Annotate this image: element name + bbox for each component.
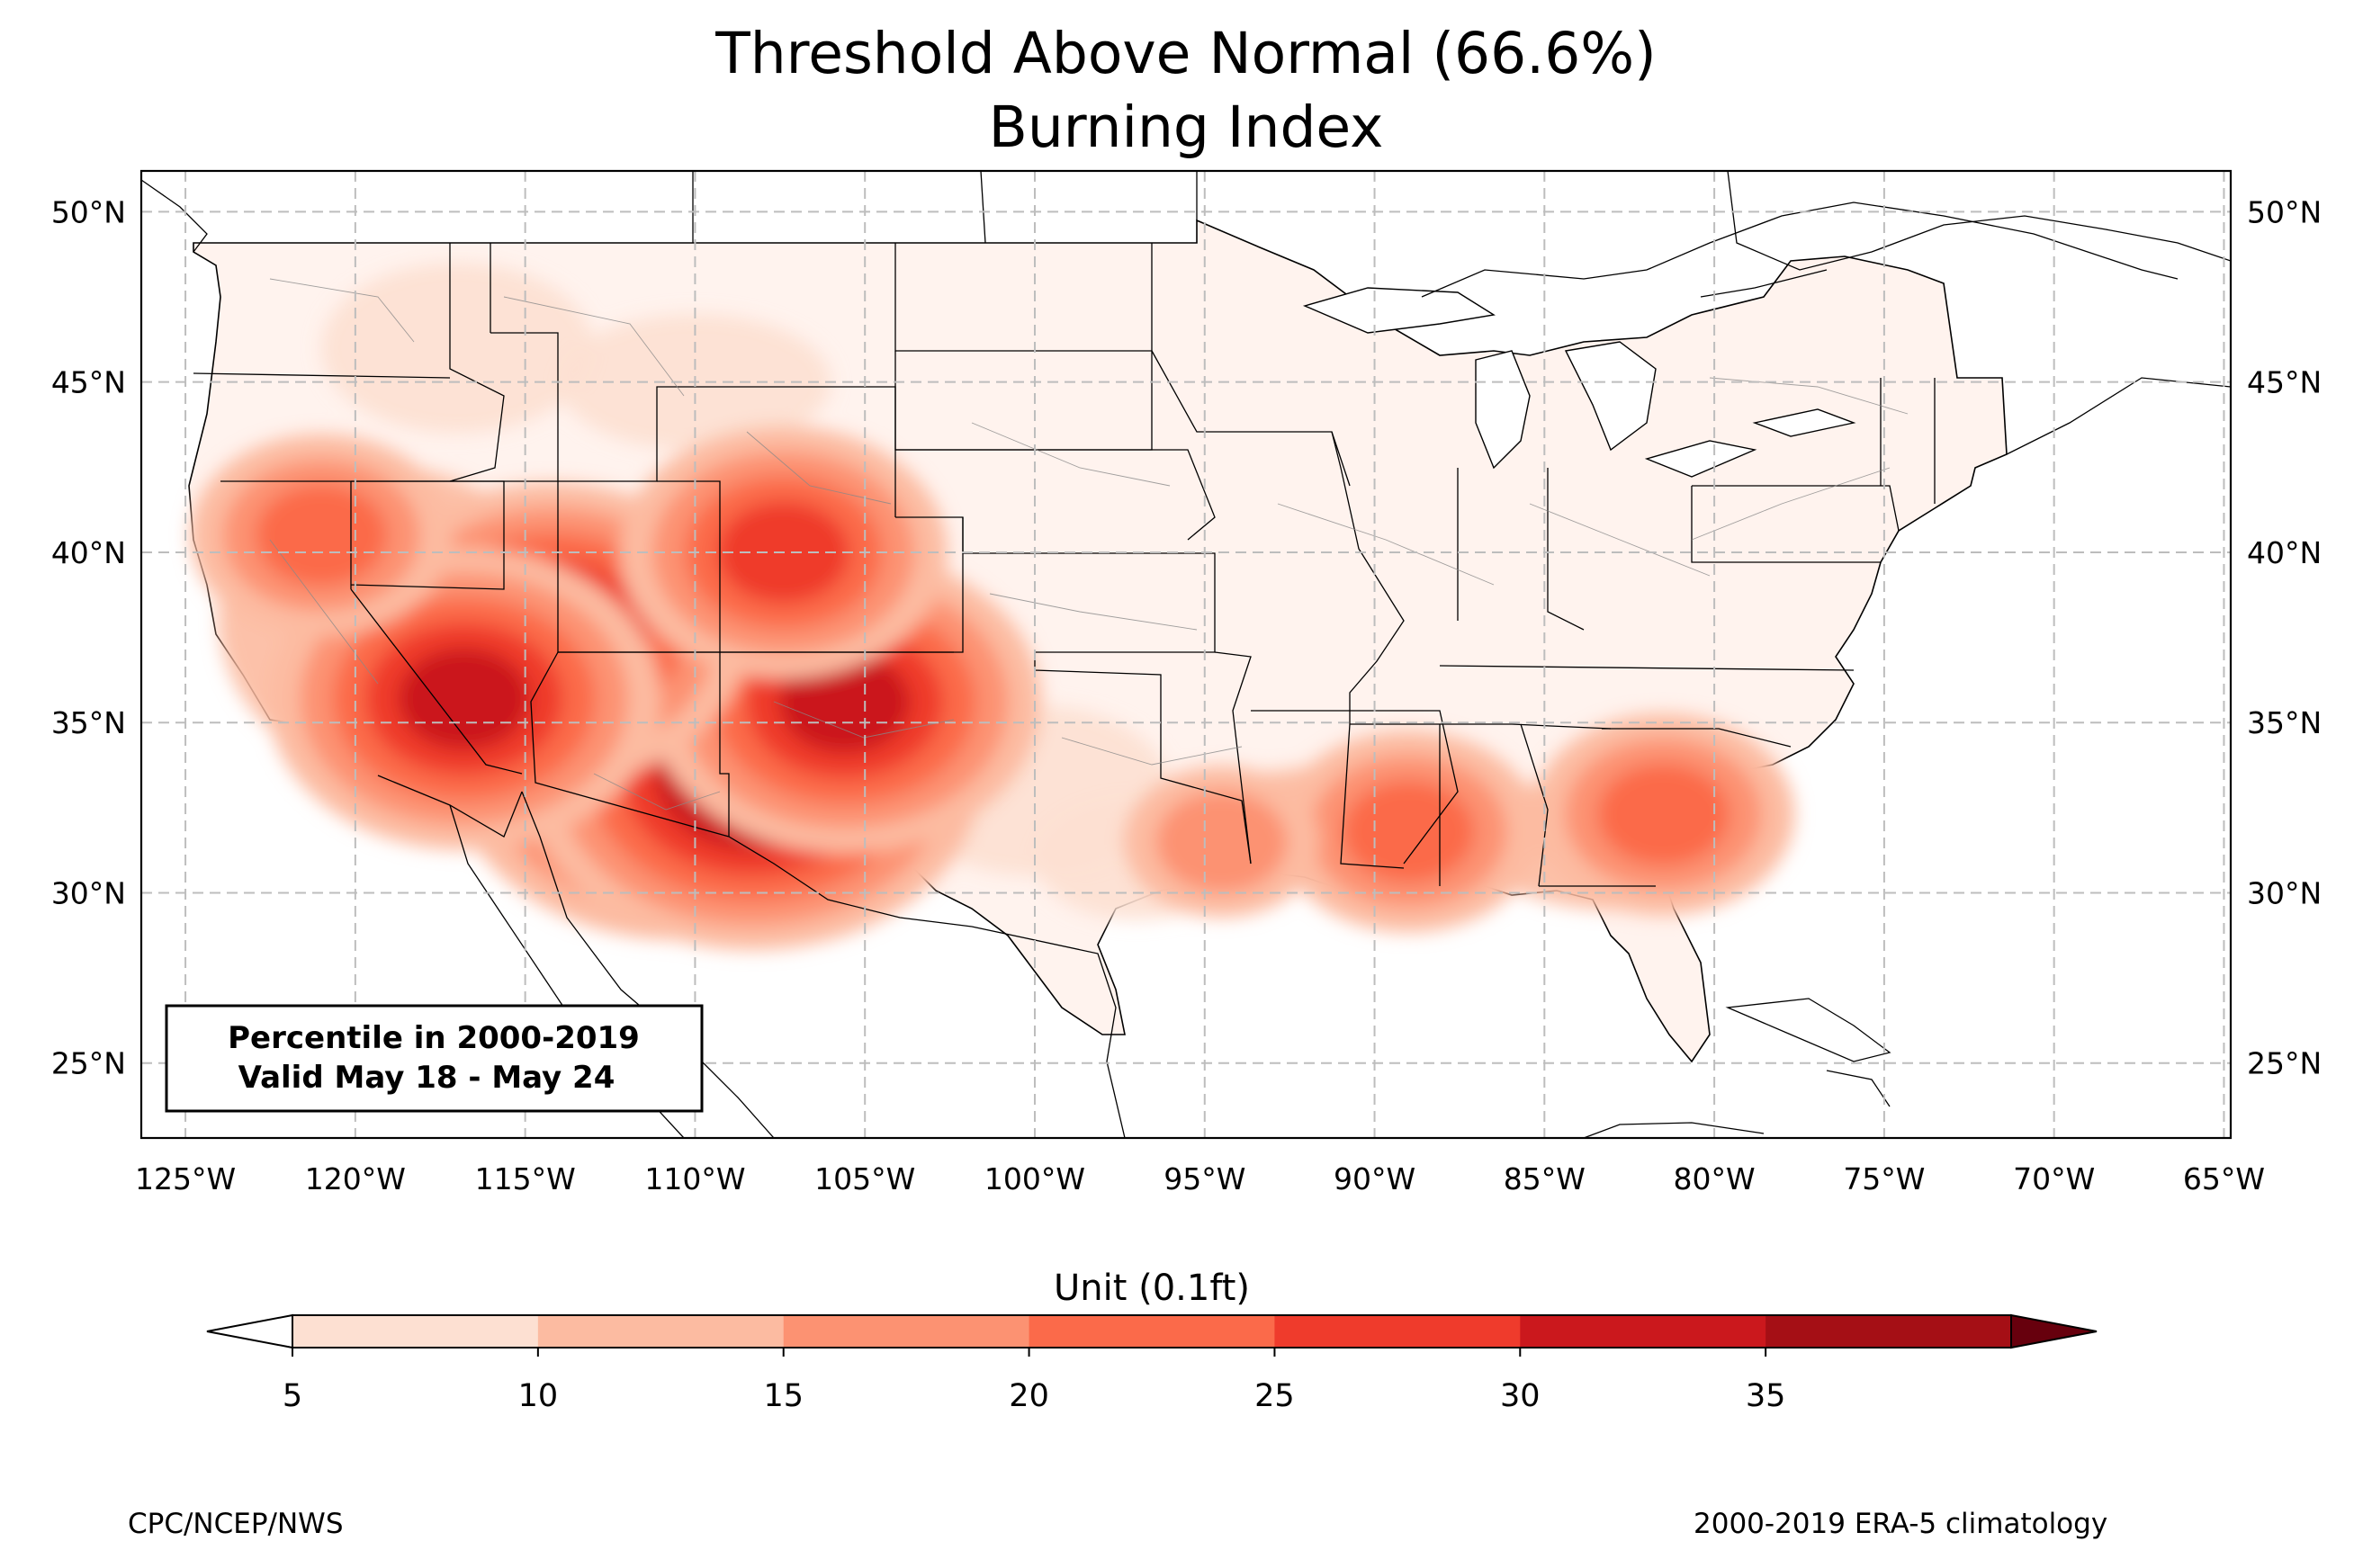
lon-tick-label: 85°W [1504, 1161, 1586, 1196]
lon-tick-label: 120°W [305, 1161, 406, 1196]
lat-tick-label-left: 40°N [51, 535, 126, 570]
colorbar-over-arrow [2010, 1313, 2098, 1349]
colorbar-label: Unit (0.1ft) [1054, 1268, 1250, 1309]
lon-tick-label: 75°W [1843, 1161, 1925, 1196]
minor-boundaries [269, 278, 1909, 811]
colorbar-segment [1520, 1315, 1766, 1348]
lon-tick-label: 110°W [644, 1161, 745, 1196]
lat-tick-label-left: 45°N [51, 365, 126, 400]
field-hotspot [398, 648, 530, 749]
annotation-line-2: Valid May 18 - May 24 [238, 1060, 615, 1096]
colorbar-tick-label: 30 [1500, 1378, 1541, 1414]
colorbar-tick-label: 10 [518, 1378, 559, 1414]
field-hotspot [1155, 791, 1288, 892]
field-hotspot [778, 651, 911, 753]
footer-climatology: 2000-2019 ERA-5 climatology [1694, 1508, 2108, 1540]
footer-source: CPC/NCEP/NWS [128, 1508, 344, 1540]
lon-tick-label: 80°W [1674, 1161, 1756, 1196]
lat-tick-label-right: 25°N [2247, 1046, 2322, 1081]
lat-tick-label-right: 30°N [2247, 875, 2322, 910]
state-borders [193, 243, 1936, 887]
title-line-2: Burning Index [988, 94, 1384, 160]
field-hotspot [256, 485, 387, 587]
lat-tick-label-right: 45°N [2247, 365, 2322, 400]
lon-tick-label: 70°W [2013, 1161, 2095, 1196]
colorbar-under-arrow [206, 1313, 293, 1349]
map-frame [139, 169, 2233, 1140]
colorbar-segment [783, 1315, 1030, 1348]
colorbar-segment [1029, 1315, 1275, 1348]
lon-tick-label: 100°W [984, 1161, 1085, 1196]
field-region [321, 263, 594, 434]
lon-tick-label: 115°W [475, 1161, 576, 1196]
colorbar-segment [1274, 1315, 1521, 1348]
colorbar-tick-label: 25 [1254, 1378, 1295, 1414]
lat-tick-label-left: 35°N [51, 705, 126, 740]
lat-tick-label-right: 35°N [2247, 705, 2322, 740]
international-outlines [141, 171, 2231, 1138]
annotation-line-1: Percentile in 2000-2019 [228, 1020, 640, 1056]
lon-tick-label: 65°W [2183, 1161, 2265, 1196]
axis-tick-labels: 125°W 120°W 115°W 110°W 105°W 100°W 95°W 90°W 85… [51, 194, 2322, 1196]
lon-tick-label: 95°W [1164, 1161, 1245, 1196]
colorbar-tick-label: 20 [1009, 1378, 1049, 1414]
colorbar-segment [1766, 1315, 2012, 1348]
lat-tick-label-left: 50°N [51, 194, 126, 229]
lat-tick-label-left: 30°N [51, 875, 126, 910]
colorbar-segment [537, 1315, 785, 1348]
colorbar-tick-label: 35 [1746, 1378, 1786, 1414]
annotation-box-frame [165, 1004, 704, 1113]
map-panel: 125°W 120°W 115°W 110°W 105°W 100°W 95°W 90°W 85… [51, 169, 2322, 1196]
colorbar-ticks: 5 10 15 20 25 30 35 [283, 1348, 1786, 1414]
annotation-box: Percentile in 2000-2019 Valid May 18 - M… [165, 1004, 704, 1113]
gridlines [141, 171, 2231, 1138]
field-hotspot [1343, 781, 1475, 883]
lat-tick-label-right: 40°N [2247, 535, 2322, 570]
field-hotspot [1597, 764, 1730, 865]
colorbar-tick-label: 5 [283, 1378, 302, 1414]
colorbar-frame [292, 1314, 2012, 1348]
colorbar-tick-label: 15 [763, 1378, 804, 1414]
lon-tick-label: 125°W [135, 1161, 236, 1196]
colorbar-segment [292, 1315, 539, 1348]
lon-tick-label: 90°W [1334, 1161, 1415, 1196]
colorbar-segments [206, 1313, 2098, 1349]
lon-tick-label: 105°W [814, 1161, 915, 1196]
great-lakes [1302, 287, 1856, 478]
colorbar: Unit (0.1ft) 5 10 15 20 25 30 35 [206, 1268, 2098, 1414]
lat-tick-label-right: 50°N [2247, 194, 2322, 229]
lat-tick-label-left: 25°N [51, 1046, 126, 1081]
title-line-1: Threshold Above Normal (66.6%) [715, 21, 1657, 86]
